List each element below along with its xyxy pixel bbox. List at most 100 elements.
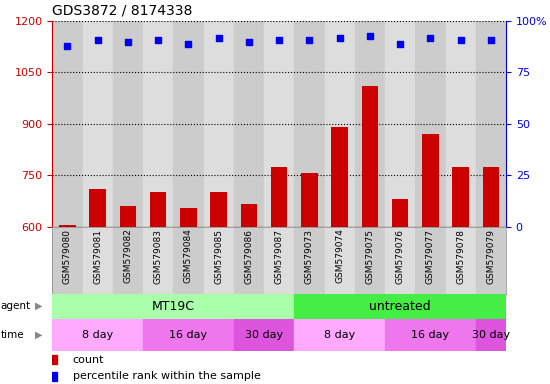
Bar — [180, 208, 197, 227]
Text: GSM579084: GSM579084 — [184, 228, 193, 283]
Bar — [301, 174, 318, 227]
Text: GDS3872 / 8174338: GDS3872 / 8174338 — [52, 3, 192, 17]
Text: GSM579074: GSM579074 — [335, 228, 344, 283]
Bar — [204, 227, 234, 294]
Bar — [324, 21, 355, 227]
Point — [335, 35, 344, 41]
Text: GSM579086: GSM579086 — [244, 228, 254, 283]
Bar — [385, 21, 415, 227]
Point — [214, 35, 223, 41]
Bar — [173, 227, 204, 294]
Bar — [143, 319, 234, 351]
Point — [244, 39, 253, 45]
Text: 30 day: 30 day — [472, 330, 510, 340]
Text: GSM579083: GSM579083 — [153, 228, 163, 283]
Point — [93, 36, 102, 43]
Bar — [446, 21, 476, 227]
Bar — [294, 294, 506, 319]
Bar — [422, 134, 439, 227]
Bar — [476, 319, 506, 351]
Point — [426, 35, 434, 41]
Text: 30 day: 30 day — [245, 330, 283, 340]
Bar — [52, 355, 57, 364]
Text: ▶: ▶ — [35, 330, 42, 340]
Bar — [59, 225, 76, 227]
Text: 16 day: 16 day — [169, 330, 207, 340]
Bar — [204, 21, 234, 227]
Point — [305, 36, 314, 43]
Bar — [476, 227, 506, 294]
Bar — [385, 319, 476, 351]
Point — [395, 41, 404, 47]
Point — [274, 36, 284, 43]
Bar — [52, 319, 143, 351]
Bar — [234, 319, 294, 351]
Bar — [392, 199, 409, 227]
Bar — [446, 227, 476, 294]
Bar — [52, 227, 82, 294]
Point — [365, 32, 374, 38]
Bar — [415, 21, 446, 227]
Bar — [143, 21, 173, 227]
Text: GSM579077: GSM579077 — [426, 228, 435, 283]
Bar — [52, 294, 294, 319]
Bar — [294, 227, 324, 294]
Text: count: count — [73, 355, 104, 365]
Bar — [52, 21, 82, 227]
Bar — [476, 21, 506, 227]
Text: 8 day: 8 day — [82, 330, 113, 340]
Text: GSM579080: GSM579080 — [63, 228, 72, 283]
Bar — [210, 192, 227, 227]
Text: untreated: untreated — [369, 300, 431, 313]
Text: percentile rank within the sample: percentile rank within the sample — [73, 371, 261, 381]
Text: GSM579073: GSM579073 — [305, 228, 314, 283]
Bar — [271, 167, 288, 227]
Text: agent: agent — [1, 301, 31, 311]
Text: GSM579078: GSM579078 — [456, 228, 465, 283]
Bar — [264, 227, 294, 294]
Bar — [82, 227, 113, 294]
Text: GSM579085: GSM579085 — [214, 228, 223, 283]
Bar — [113, 21, 143, 227]
Text: GSM579081: GSM579081 — [93, 228, 102, 283]
Bar — [173, 21, 204, 227]
Bar — [361, 86, 378, 227]
Text: GSM579087: GSM579087 — [274, 228, 284, 283]
Bar — [385, 227, 415, 294]
Bar — [143, 227, 173, 294]
Bar — [234, 227, 264, 294]
Point — [486, 36, 495, 43]
Bar — [52, 372, 57, 381]
Bar — [150, 192, 167, 227]
Text: ▶: ▶ — [35, 301, 42, 311]
Bar — [234, 21, 264, 227]
Bar — [89, 189, 106, 227]
Point — [153, 36, 162, 43]
Text: GSM579079: GSM579079 — [486, 228, 496, 283]
Point — [456, 36, 465, 43]
Text: MT19C: MT19C — [152, 300, 195, 313]
Bar — [294, 319, 385, 351]
Bar — [355, 227, 385, 294]
Text: 16 day: 16 day — [411, 330, 449, 340]
Point — [123, 39, 132, 45]
Bar — [240, 204, 257, 227]
Bar — [415, 227, 446, 294]
Text: GSM579075: GSM579075 — [365, 228, 375, 283]
Bar — [452, 167, 469, 227]
Bar — [331, 127, 348, 227]
Bar — [294, 21, 324, 227]
Bar — [264, 21, 294, 227]
Point — [63, 43, 72, 49]
Text: GSM579076: GSM579076 — [395, 228, 405, 283]
Text: 8 day: 8 day — [324, 330, 355, 340]
Point — [184, 41, 192, 47]
Bar — [482, 167, 499, 227]
Text: time: time — [1, 330, 24, 340]
Bar — [324, 227, 355, 294]
Bar — [113, 227, 143, 294]
Text: GSM579082: GSM579082 — [123, 228, 133, 283]
Bar — [119, 206, 136, 227]
Bar — [355, 21, 385, 227]
Bar — [82, 21, 113, 227]
